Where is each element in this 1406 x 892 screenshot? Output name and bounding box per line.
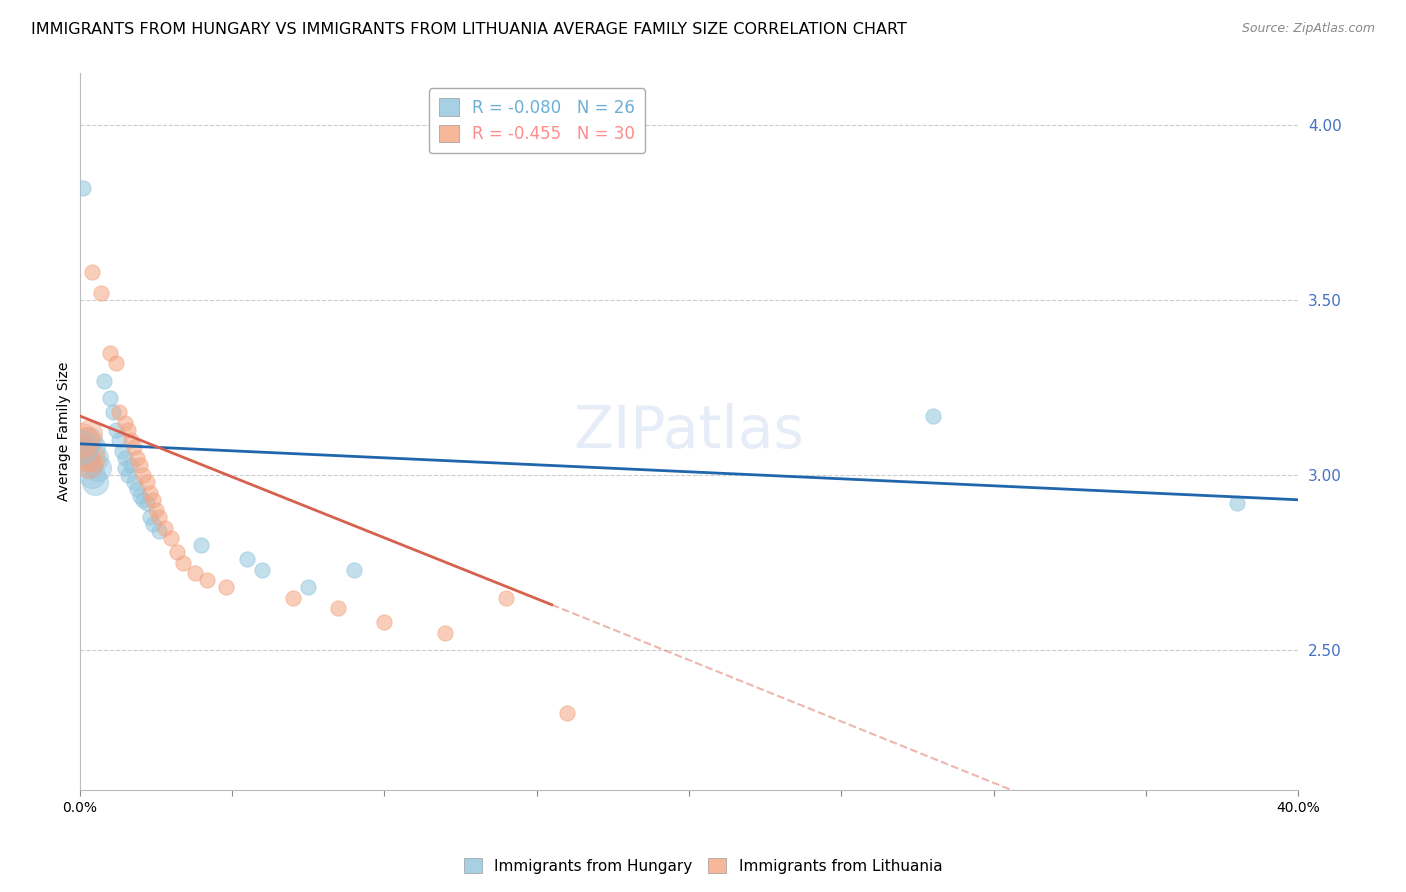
Point <box>555 706 578 721</box>
Point <box>80 468 103 483</box>
Point <box>120 434 142 448</box>
Point <box>83 475 105 490</box>
Point <box>148 510 170 524</box>
Point <box>190 538 212 552</box>
Point <box>80 265 103 279</box>
Point <box>129 489 152 503</box>
Point <box>373 615 395 630</box>
Point <box>93 374 115 388</box>
Point <box>114 450 136 465</box>
Point <box>72 181 94 195</box>
Point <box>1226 496 1249 510</box>
Point <box>117 423 139 437</box>
Point <box>80 450 103 465</box>
Point <box>75 434 97 448</box>
Point <box>343 563 366 577</box>
Point <box>236 552 259 566</box>
Point <box>166 545 188 559</box>
Legend: Immigrants from Hungary, Immigrants from Lithuania: Immigrants from Hungary, Immigrants from… <box>458 852 948 880</box>
Text: ZIPatlas: ZIPatlas <box>574 403 804 460</box>
Point <box>120 458 142 472</box>
Point <box>117 468 139 483</box>
Point <box>105 356 128 370</box>
Point <box>114 461 136 475</box>
Point <box>281 591 304 605</box>
Point <box>77 434 100 448</box>
Point <box>108 405 131 419</box>
Text: Source: ZipAtlas.com: Source: ZipAtlas.com <box>1241 22 1375 36</box>
Point <box>90 286 112 301</box>
Point <box>114 416 136 430</box>
Point <box>135 496 157 510</box>
Point <box>153 521 176 535</box>
Point <box>98 346 121 360</box>
Point <box>75 450 97 465</box>
Point <box>70 440 93 454</box>
Point <box>83 450 105 465</box>
Point <box>108 434 131 448</box>
Y-axis label: Average Family Size: Average Family Size <box>58 362 72 501</box>
Point <box>77 458 100 472</box>
Point <box>72 440 94 454</box>
Point <box>80 440 103 454</box>
Point <box>434 625 457 640</box>
Point <box>132 468 155 483</box>
Point <box>72 443 94 458</box>
Point <box>215 580 238 594</box>
Point <box>70 434 93 448</box>
Point <box>172 556 194 570</box>
Text: IMMIGRANTS FROM HUNGARY VS IMMIGRANTS FROM LITHUANIA AVERAGE FAMILY SIZE CORRELA: IMMIGRANTS FROM HUNGARY VS IMMIGRANTS FR… <box>31 22 907 37</box>
Point <box>98 392 121 406</box>
Point <box>252 563 274 577</box>
Point <box>142 492 165 507</box>
Point <box>105 423 128 437</box>
Point <box>184 566 207 581</box>
Point <box>127 450 149 465</box>
Point <box>138 485 160 500</box>
Point <box>495 591 517 605</box>
Point <box>197 573 219 587</box>
Point <box>111 443 134 458</box>
Point <box>75 450 97 465</box>
Point <box>328 601 350 615</box>
Point <box>87 461 110 475</box>
Legend: R = -0.080   N = 26, R = -0.455   N = 30: R = -0.080 N = 26, R = -0.455 N = 30 <box>429 88 645 153</box>
Point <box>129 458 152 472</box>
Point <box>127 483 149 497</box>
Point <box>124 440 146 454</box>
Point <box>138 510 160 524</box>
Point <box>148 524 170 539</box>
Point <box>921 409 943 423</box>
Point <box>132 492 155 507</box>
Point <box>124 475 146 490</box>
Point <box>77 426 100 441</box>
Point <box>160 531 183 545</box>
Point <box>77 458 100 472</box>
Point <box>135 475 157 490</box>
Point <box>297 580 319 594</box>
Point <box>142 517 165 532</box>
Point <box>101 405 124 419</box>
Point <box>145 503 167 517</box>
